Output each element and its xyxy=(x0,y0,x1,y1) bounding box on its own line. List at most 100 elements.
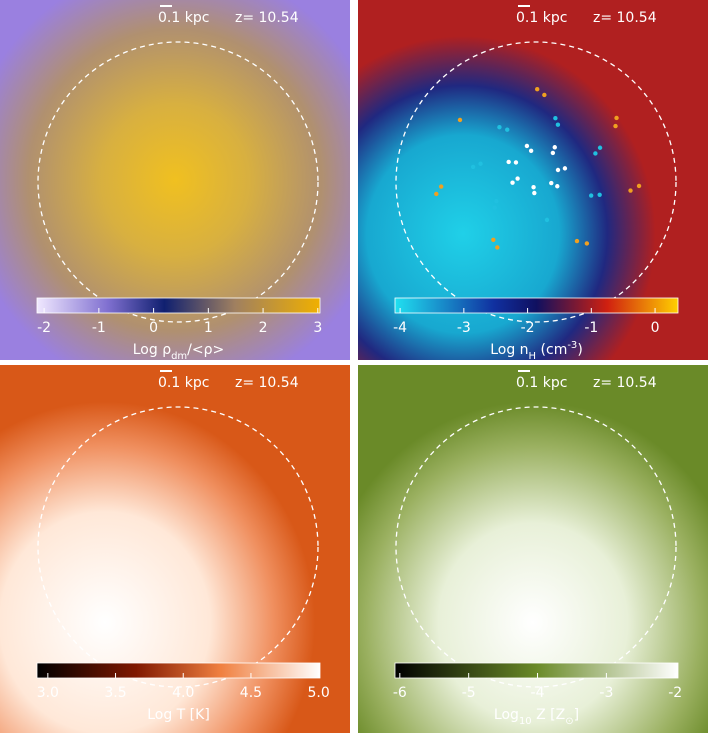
label-part: ⊙ xyxy=(565,716,573,727)
colorbar-tick-label: -1 xyxy=(92,320,106,336)
panel: 0.1 kpc z= 10.54 -2 -1 0 1 2 3 Log ρdm/<ρ> xyxy=(0,0,350,362)
star-particle xyxy=(532,190,537,196)
scale-label: 0.1 kpc xyxy=(158,10,209,26)
star-particle xyxy=(506,159,511,165)
colorbar-label: Log ρdm/<ρ> xyxy=(133,342,225,362)
star-particle xyxy=(614,115,619,121)
label-part: Log xyxy=(494,707,519,723)
star-particle xyxy=(574,238,580,244)
colorbar-tick-label: -5 xyxy=(462,685,476,701)
virial-circle xyxy=(395,41,677,323)
scale-label: 0.1 kpc xyxy=(516,10,567,26)
star-particle xyxy=(593,151,598,156)
colorbar-tick-label: 4.5 xyxy=(240,685,262,701)
scale-label: 0.1 kpc xyxy=(158,375,209,391)
star-particle xyxy=(535,87,540,92)
colorbar xyxy=(36,662,321,679)
virial-circle xyxy=(37,406,319,688)
colorbar-tick-label: -4 xyxy=(531,685,545,701)
label-part: ) xyxy=(577,342,582,358)
label-part: Log T [K] xyxy=(147,707,210,723)
star-particle xyxy=(542,92,547,98)
star-particle xyxy=(628,188,633,193)
star-particle xyxy=(494,198,499,204)
star-particle xyxy=(515,176,520,181)
colorbar-label: Log nH (cm-3) xyxy=(490,340,583,362)
colorbar-tick-label: -2 xyxy=(37,320,51,336)
star-particle xyxy=(597,145,603,150)
colorbar-label: Log10 Z [Z⊙] xyxy=(494,707,579,727)
label-part: Log n xyxy=(490,342,528,358)
star-particle xyxy=(550,150,556,156)
label-part: dm xyxy=(171,351,187,362)
star-particle xyxy=(492,205,497,210)
virial-circle xyxy=(395,406,677,688)
star-particle xyxy=(457,117,463,123)
star-particle xyxy=(524,143,530,149)
star-particle xyxy=(597,192,602,197)
redshift-label: z= 10.54 xyxy=(593,375,657,391)
star-particle xyxy=(636,183,642,189)
star-particle xyxy=(497,124,502,130)
star-particle xyxy=(588,193,594,198)
panel: 0.1 kpc z= 10.54 3.0 3.5 4.0 4.5 5.0 Log T [K] xyxy=(0,365,350,733)
star-particle xyxy=(434,191,439,197)
colorbar-tick-label: 1 xyxy=(204,320,213,336)
colorbar xyxy=(36,297,321,314)
colorbar-tick-label: -4 xyxy=(393,320,407,336)
label-part: H xyxy=(529,351,537,362)
star-particle xyxy=(584,241,590,246)
star-particle xyxy=(478,161,483,166)
redshift-label: z= 10.54 xyxy=(593,10,657,26)
colorbar-tick-label: -3 xyxy=(457,320,471,336)
star-particle xyxy=(544,217,550,223)
colorbar-tick-label: 4.0 xyxy=(172,685,194,701)
star-particle xyxy=(470,164,476,170)
star-particle xyxy=(438,184,444,189)
star-particle xyxy=(491,237,496,242)
star-particle xyxy=(505,127,510,132)
star-particle xyxy=(549,180,554,186)
colorbar-tick-label: 3.0 xyxy=(37,685,59,701)
colorbar-tick-label: -1 xyxy=(584,320,598,336)
star-particle xyxy=(613,123,618,129)
star-particle xyxy=(495,245,500,250)
star-particle xyxy=(555,167,561,173)
virial-circle xyxy=(37,41,319,323)
star-particle xyxy=(555,184,560,189)
star-particle xyxy=(553,116,558,121)
redshift-label: z= 10.54 xyxy=(235,10,299,26)
label-part: Z [Z xyxy=(532,707,566,723)
label-part: Log ρ xyxy=(133,342,171,358)
label-part: -3 xyxy=(567,340,577,351)
label-part: ] xyxy=(574,707,579,723)
panel: 0.1 kpc z= 10.54 -6 -5 -4 -3 -2 Log10 Z [Z⊙] xyxy=(358,365,708,733)
colorbar-tick-label: 2 xyxy=(259,320,268,336)
colorbar-tick-label: 0 xyxy=(149,320,158,336)
colorbar-tick-label: -2 xyxy=(668,685,682,701)
star-particle xyxy=(552,145,557,150)
star-particle xyxy=(528,148,534,153)
redshift-label: z= 10.54 xyxy=(235,375,299,391)
colorbar xyxy=(394,662,679,679)
colorbar-tick-label: 5.0 xyxy=(308,685,330,701)
colorbar-label: Log T [K] xyxy=(147,707,210,723)
label-part: 10 xyxy=(519,716,532,727)
scale-label: 0.1 kpc xyxy=(516,375,567,391)
colorbar-tick-label: -3 xyxy=(599,685,613,701)
star-particle xyxy=(562,166,568,171)
star-particle xyxy=(510,180,515,185)
colorbar-tick-label: -2 xyxy=(521,320,535,336)
label-part: (cm xyxy=(536,342,567,358)
star-particle xyxy=(555,122,561,127)
colorbar xyxy=(394,297,679,314)
colorbar-tick-label: 3 xyxy=(313,320,322,336)
star-particle xyxy=(531,185,536,190)
label-part: /<ρ> xyxy=(187,342,224,358)
colorbar-tick-label: -6 xyxy=(393,685,407,701)
colorbar-tick-label: 3.5 xyxy=(104,685,126,701)
colorbar-tick-label: 0 xyxy=(651,320,660,336)
star-particle xyxy=(513,160,519,165)
